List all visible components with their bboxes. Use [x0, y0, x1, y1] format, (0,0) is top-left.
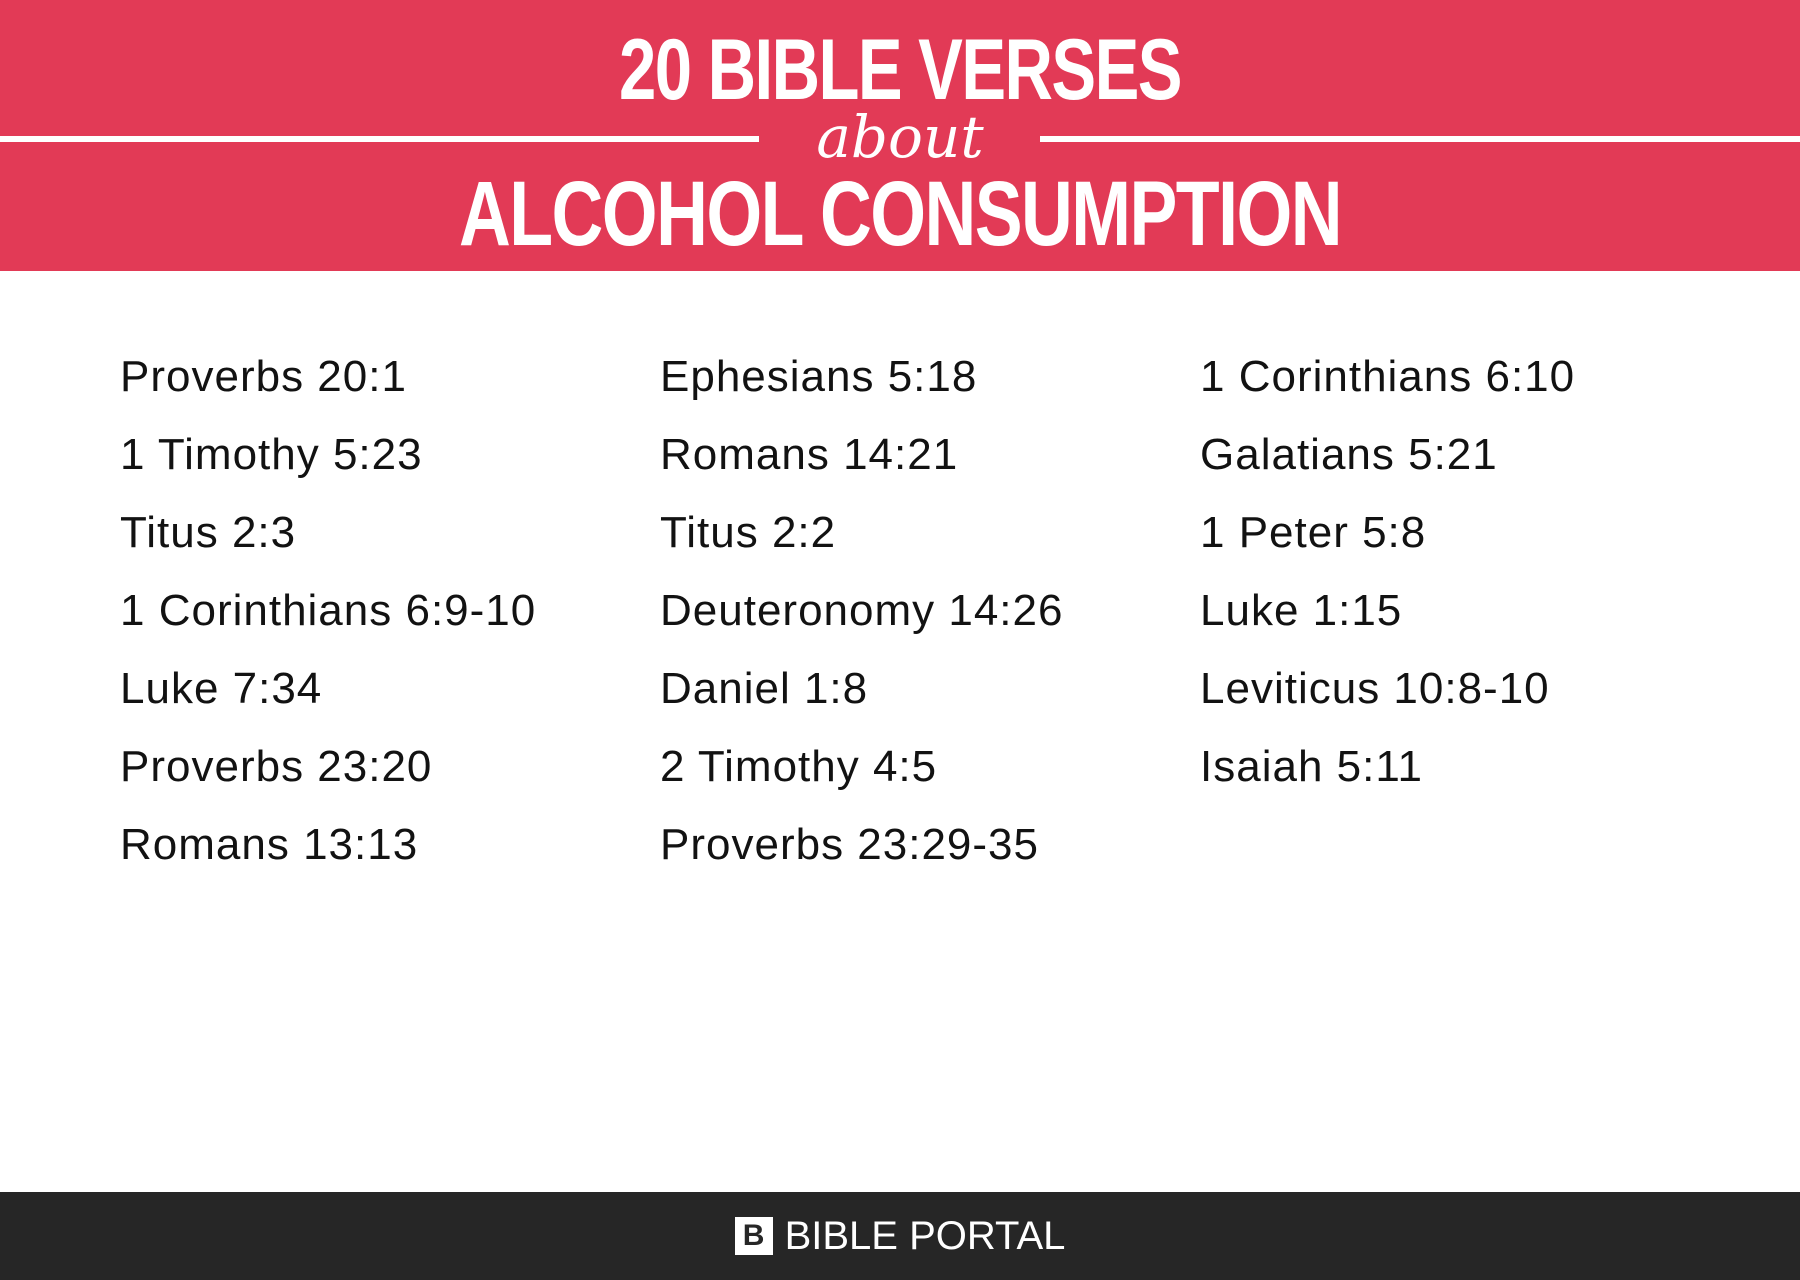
title-topic-line: ALCOHOL CONSUMPTION: [459, 163, 1343, 265]
title-top-line: 20 BIBLE VERSES: [619, 22, 1182, 118]
verse-reference: Luke 7:34: [120, 664, 323, 713]
verse-reference: Romans 13:13: [120, 820, 419, 869]
verse-column-3: 1 Corinthians 6:10 Galatians 5:21 1 Pete…: [1200, 338, 1575, 806]
title-divider-left: [0, 136, 759, 142]
verse-reference: Ephesians 5:18: [660, 352, 978, 401]
verse-reference: Daniel 1:8: [660, 664, 869, 713]
brand-name: BIBLE PORTAL: [784, 1214, 1066, 1258]
verse-reference: Titus 2:3: [120, 508, 297, 557]
verse-reference: Titus 2:2: [660, 508, 837, 557]
title-banner: 20 BIBLE VERSES about ALCOHOL CONSUMPTIO…: [0, 0, 1800, 271]
verse-reference: Romans 14:21: [660, 430, 959, 479]
verse-reference: 1 Corinthians 6:10: [1200, 352, 1576, 401]
verse-reference: 1 Peter 5:8: [1200, 508, 1427, 557]
footer-bar: B BIBLE PORTAL: [0, 1192, 1800, 1280]
title-divider-right: [1040, 136, 1800, 142]
verse-column-2: Ephesians 5:18 Romans 14:21 Titus 2:2 De…: [660, 338, 1063, 884]
verse-reference: Luke 1:15: [1200, 586, 1403, 635]
bible-portal-logo-icon: B: [734, 1217, 773, 1255]
verse-reference: 1 Timothy 5:23: [120, 430, 423, 479]
verse-reference: Proverbs 23:20: [120, 742, 433, 791]
verse-reference: Proverbs 20:1: [120, 352, 407, 401]
verse-reference: Proverbs 23:29-35: [660, 820, 1039, 869]
verse-reference: 1 Corinthians 6:9-10: [120, 586, 537, 635]
verse-reference: 2 Timothy 4:5: [660, 742, 938, 791]
verse-reference: Galatians 5:21: [1200, 430, 1498, 479]
verse-reference: Isaiah 5:11: [1200, 742, 1424, 791]
verse-column-1: Proverbs 20:1 1 Timothy 5:23 Titus 2:3 1…: [120, 338, 536, 884]
verse-reference: Deuteronomy 14:26: [660, 586, 1064, 635]
verse-reference: Leviticus 10:8-10: [1200, 664, 1550, 713]
title-about-word: about: [816, 103, 984, 171]
footer-brand: B BIBLE PORTAL: [0, 1192, 1800, 1280]
verse-reference-list: Proverbs 20:1 1 Timothy 5:23 Titus 2:3 1…: [0, 338, 1800, 878]
